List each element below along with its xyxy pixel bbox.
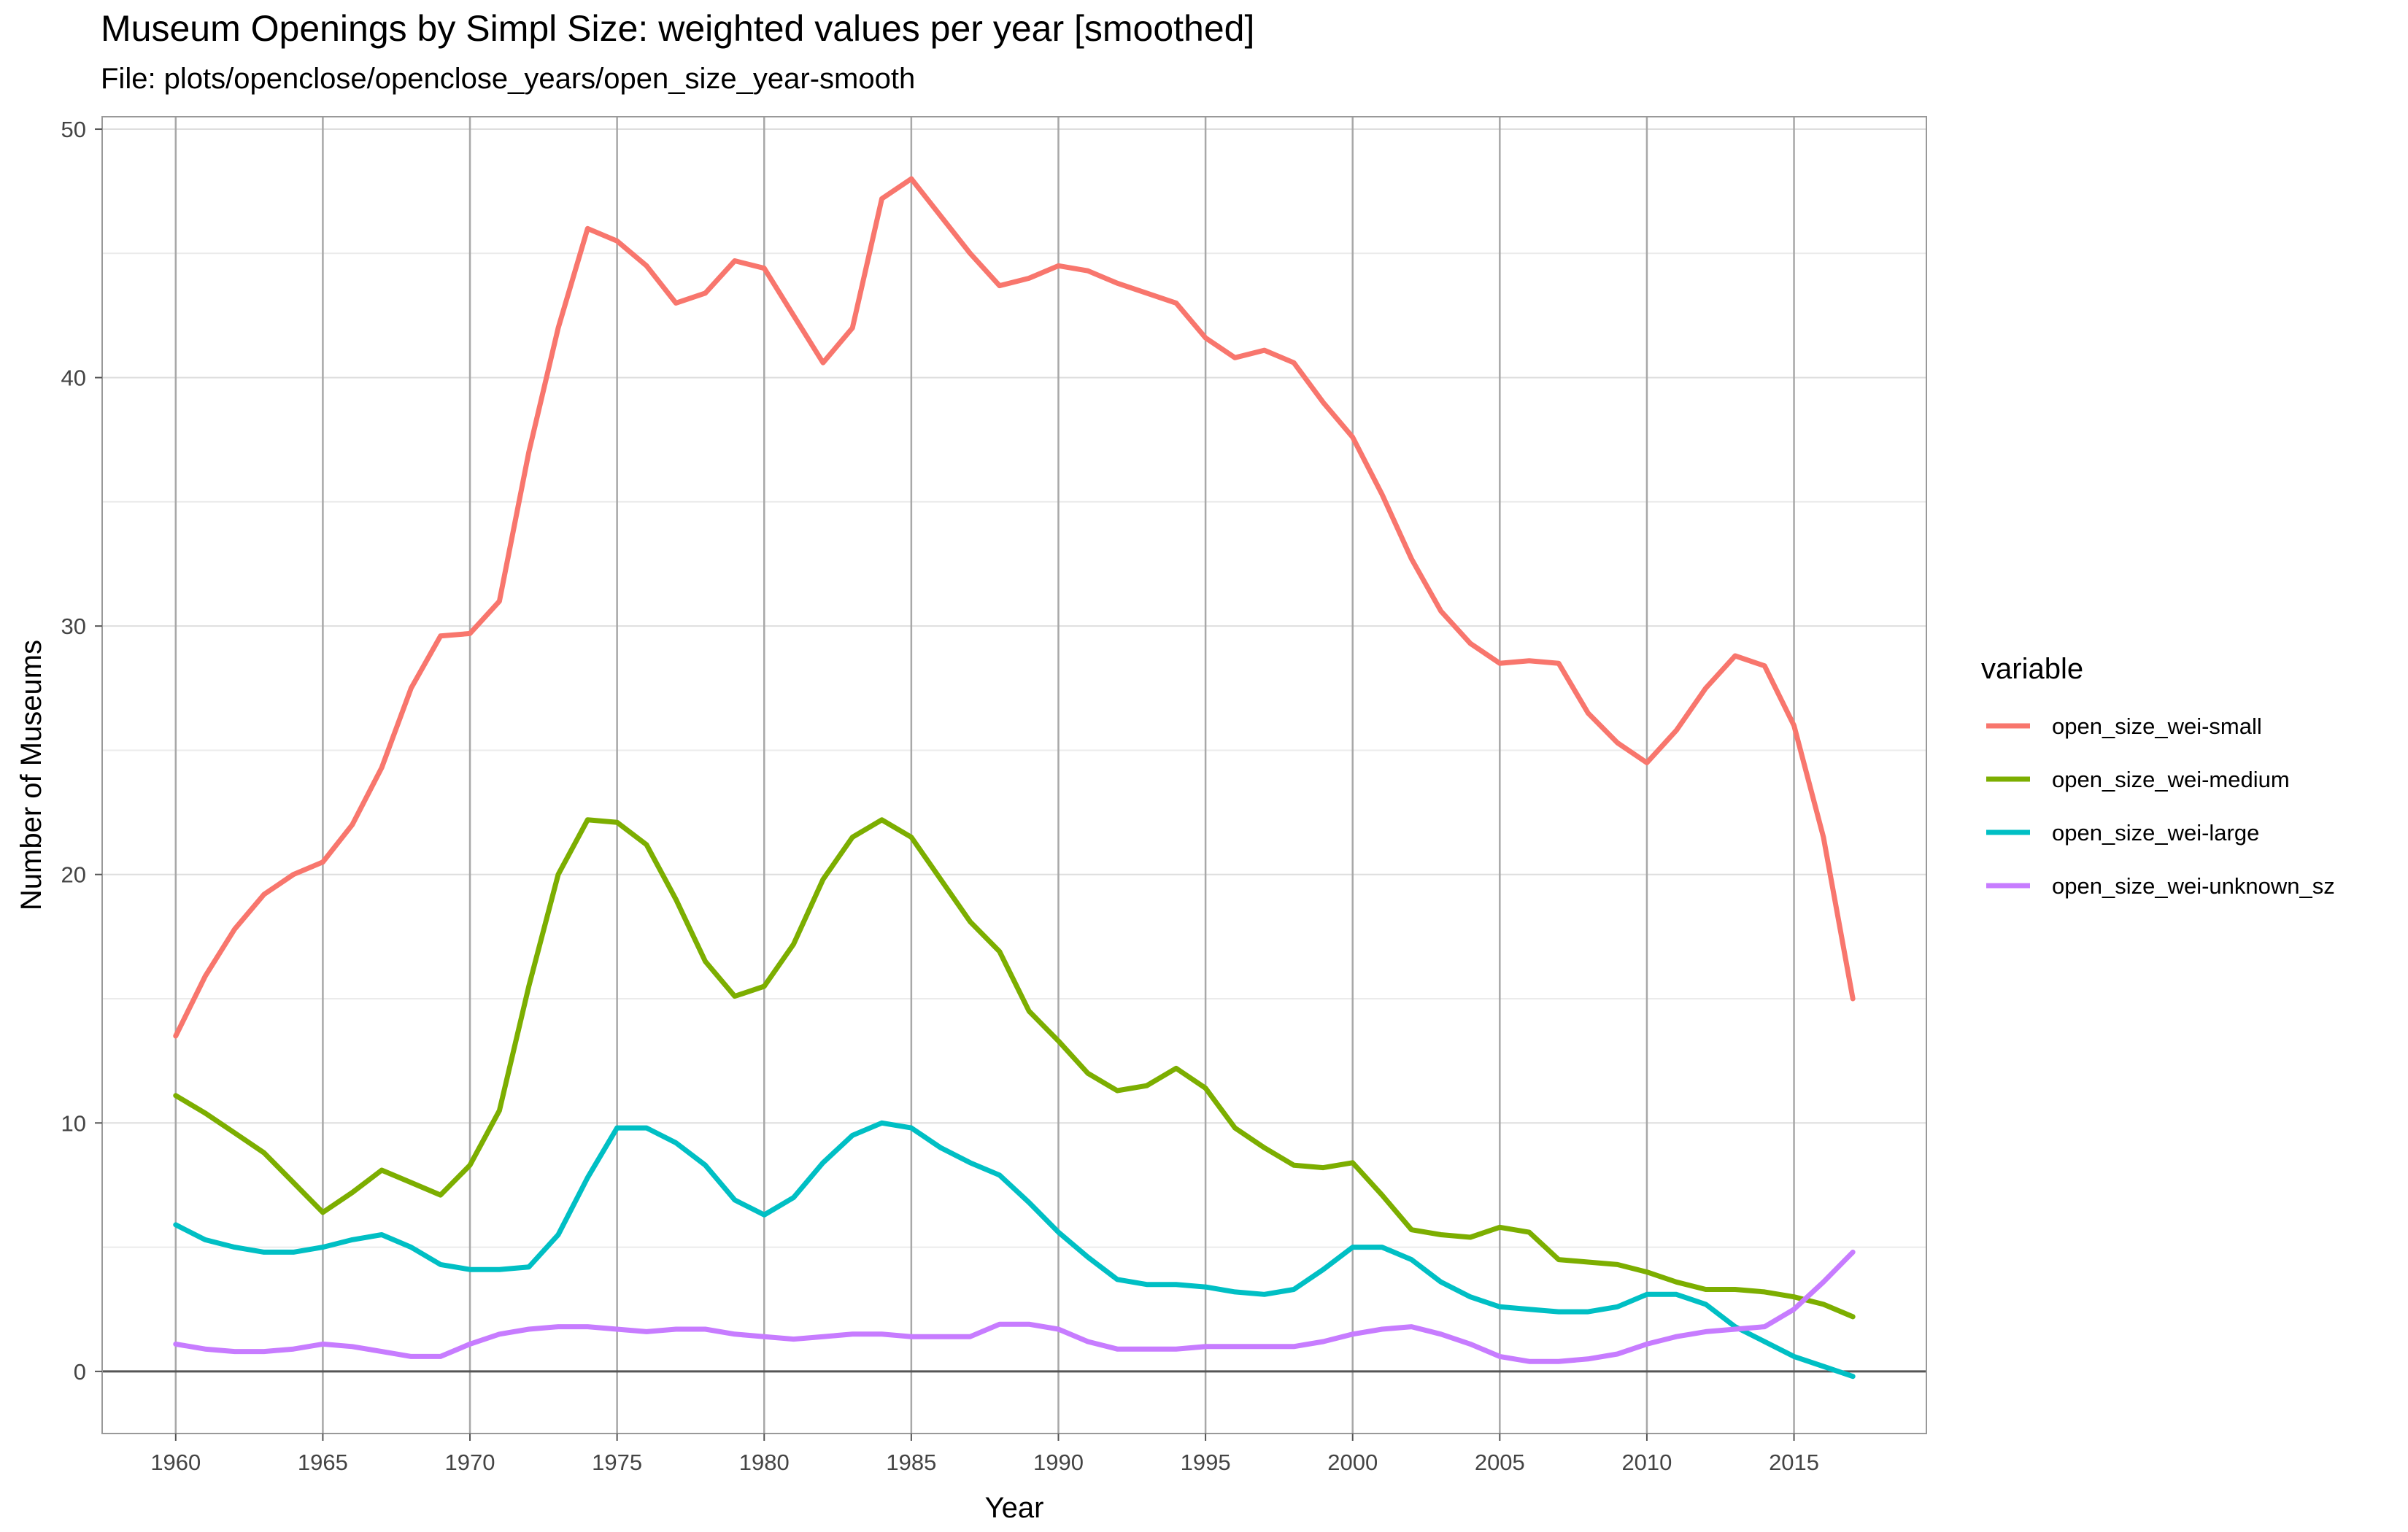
series-line-open_size_wei-medium [173, 817, 1856, 1320]
chart-subtitle: File: plots/openclose/openclose_years/op… [101, 63, 916, 95]
y-tick-label: 20 [61, 862, 86, 888]
x-tick-label: 2015 [1769, 1450, 1819, 1475]
y-tick-label: 0 [74, 1359, 86, 1385]
x-tick-label: 1990 [1033, 1450, 1084, 1475]
x-tick-labels: 1960 1965 1970 1975 1980 1985 1990 1995 2000 2005… [150, 1434, 1819, 1475]
x-tick-label: 1980 [739, 1450, 790, 1475]
panel-border [101, 116, 1927, 1434]
legend-label: open_size_wei-small [2052, 713, 2262, 739]
series-line-open_size_wei-large [173, 1120, 1856, 1380]
x-tick-label: 1960 [150, 1450, 201, 1475]
series-line-open_size_wei-small [173, 176, 1856, 1039]
y-axis-title: Number of Museums [15, 640, 47, 910]
series-line-open_size_wei-unknown_sz [173, 1249, 1856, 1364]
x-tick-label: 2005 [1475, 1450, 1525, 1475]
y-tick-label: 40 [61, 365, 86, 391]
x-tick-label: 1970 [445, 1450, 495, 1475]
x-tick-label: 2000 [1327, 1450, 1378, 1475]
y-tick-label: 50 [61, 117, 86, 142]
x-tick-label: 1995 [1181, 1450, 1231, 1475]
x-tick-label: 1985 [886, 1450, 936, 1475]
legend-label: open_size_wei-unknown_sz [2052, 873, 2335, 899]
legend: variable open_size_wei-small open_size_we… [1981, 653, 2335, 899]
y-tick-labels: 0 10 20 30 40 50 [61, 117, 102, 1385]
legend-title: variable [1981, 653, 2083, 685]
y-tick-label: 10 [61, 1110, 86, 1136]
x-tick-label: 1975 [592, 1450, 642, 1475]
x-tick-label: 2010 [1621, 1450, 1672, 1475]
series-group [173, 176, 1856, 1380]
legend-label: open_size_wei-large [2052, 820, 2259, 846]
y-tick-label: 30 [61, 614, 86, 639]
chart-title: Museum Openings by Simpl Size: weighted … [101, 8, 1255, 49]
x-tick-label: 1965 [298, 1450, 348, 1475]
x-axis-title: Year [985, 1492, 1044, 1524]
legend-label: open_size_wei-medium [2052, 767, 2290, 792]
